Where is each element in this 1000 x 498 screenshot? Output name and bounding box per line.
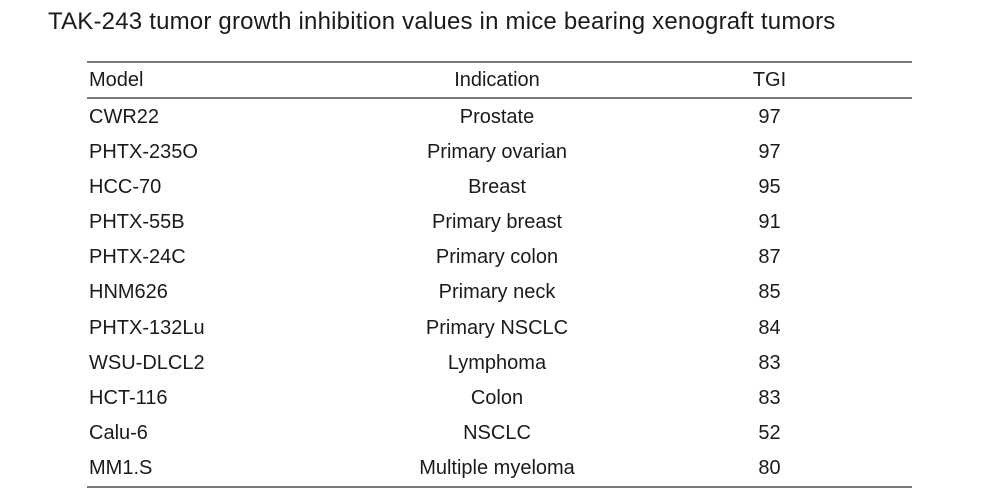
- model-cell: Calu-6: [89, 422, 148, 445]
- model-cell: HNM626: [89, 281, 168, 304]
- model-cell: HCC-70: [89, 175, 162, 198]
- column-header-model: Model: [89, 69, 144, 91]
- table-row: WSU-DLCL2 Lymphoma 83: [87, 345, 912, 380]
- table-row: MM1.S Multiple myeloma 80: [87, 451, 912, 486]
- column-header-indication: Indication: [454, 69, 540, 91]
- tgi-cell: 83: [758, 386, 781, 409]
- tgi-cell: 97: [758, 105, 781, 128]
- table-row: HNM626 Primary neck 85: [87, 275, 912, 310]
- indication-cell: Primary neck: [438, 281, 556, 304]
- indication-cell: Prostate: [459, 105, 535, 128]
- indication-cell: Primary NSCLC: [425, 316, 569, 339]
- table-row: PHTX-24C Primary colon 87: [87, 240, 912, 275]
- tgi-cell: 80: [758, 457, 781, 480]
- model-cell: MM1.S: [89, 457, 153, 480]
- tgi-cell: 95: [758, 175, 781, 198]
- tgi-cell: 97: [758, 140, 781, 163]
- table-row: Calu-6 NSCLC 52: [87, 416, 912, 451]
- model-cell: PHTX-55B: [89, 211, 185, 234]
- table-row: PHTX-55B Primary breast 91: [87, 205, 912, 240]
- tgi-table: Model Indication TGI CWR22 Prostate 97 PHTX…: [87, 61, 912, 488]
- table-header-row: Model Indication TGI: [87, 61, 912, 99]
- model-cell: HCT-116: [89, 386, 168, 409]
- indication-cell: Colon: [470, 386, 524, 409]
- model-cell: CWR22: [89, 105, 160, 128]
- indication-cell: Primary breast: [431, 211, 563, 234]
- indication-cell: Breast: [468, 175, 526, 198]
- model-cell: PHTX-24C: [89, 246, 186, 269]
- indication-cell: NSCLC: [463, 422, 531, 445]
- tgi-cell: 84: [758, 316, 781, 339]
- model-cell: PHTX-132Lu: [89, 316, 205, 339]
- table-row: PHTX-132Lu Primary NSCLC 84: [87, 310, 912, 345]
- tgi-cell: 85: [758, 281, 781, 304]
- table-row: HCT-116 Colon 83: [87, 380, 912, 415]
- model-cell: PHTX-235O: [89, 140, 198, 163]
- table-body: CWR22 Prostate 97 PHTX-235O Primary ovarian 9…: [87, 99, 912, 488]
- figure-title: TAK-243 tumor growth inhibition values i…: [48, 8, 836, 35]
- indication-cell: Primary ovarian: [426, 140, 568, 163]
- indication-cell: Primary colon: [435, 246, 559, 269]
- tgi-cell: 52: [758, 422, 781, 445]
- column-header-tgi: TGI: [752, 69, 787, 91]
- table-row: PHTX-235O Primary ovarian 97: [87, 134, 912, 169]
- tgi-cell: 83: [758, 351, 781, 374]
- indication-cell: Multiple myeloma: [419, 457, 575, 480]
- model-cell: WSU-DLCL2: [89, 351, 205, 374]
- tgi-cell: 87: [758, 246, 781, 269]
- table-row: CWR22 Prostate 97: [87, 99, 912, 134]
- table-row: HCC-70 Breast 95: [87, 169, 912, 204]
- tgi-cell: 91: [758, 211, 781, 234]
- indication-cell: Lymphoma: [447, 351, 547, 374]
